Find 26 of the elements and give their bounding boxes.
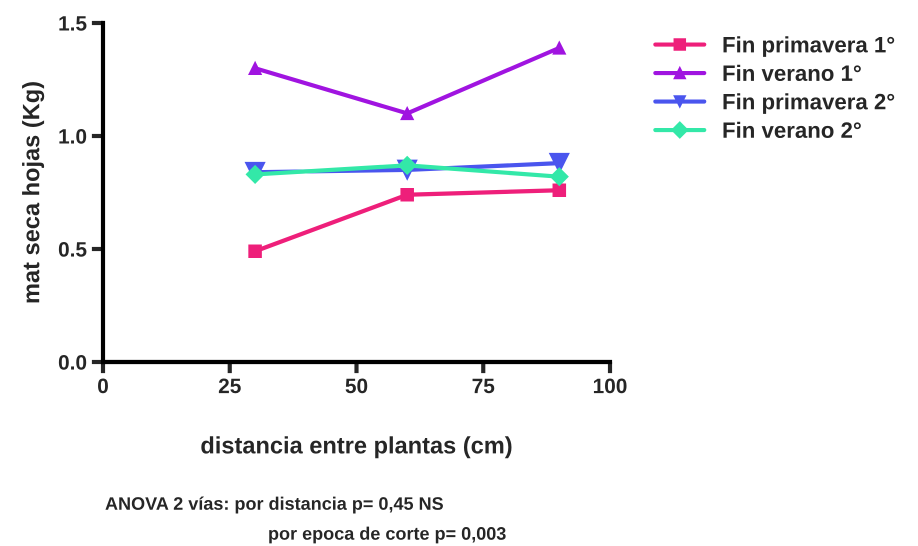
point — [398, 156, 417, 175]
y-tick-label: 0.0 — [58, 355, 86, 370]
x-tick-label: 0 — [98, 378, 108, 394]
point — [400, 188, 414, 202]
legend-label: Fin verano 2° — [724, 122, 861, 138]
x-axis-title: distancia entre plantas (cm) — [201, 436, 512, 458]
point — [248, 244, 262, 258]
text: por epoca de corte p= 0,003 — [269, 526, 506, 544]
y-axis-title: mat seca hojas (Kg) — [22, 82, 44, 302]
text: ANOVA 2 vías: por distancia p= 0,45 NS — [105, 496, 443, 514]
x-tick-label: 50 — [346, 378, 368, 394]
legend-label: Fin primavera 2° — [724, 93, 894, 114]
y-tick-label: 1.5 — [59, 16, 86, 31]
point — [246, 165, 264, 184]
x-tick-label: 100 — [594, 378, 627, 394]
x-tick-label: 75 — [472, 378, 494, 394]
point — [400, 106, 414, 120]
point — [552, 41, 566, 55]
y-tick-label: 1.0 — [59, 129, 86, 144]
point — [248, 61, 262, 75]
legend-label: Fin primavera 1° — [724, 36, 894, 57]
point — [552, 183, 566, 198]
point — [550, 167, 569, 186]
y-tick-label: 0.5 — [58, 242, 86, 257]
x-tick-label: 25 — [218, 378, 241, 394]
legend-label: Fin verano 1° — [724, 64, 861, 82]
